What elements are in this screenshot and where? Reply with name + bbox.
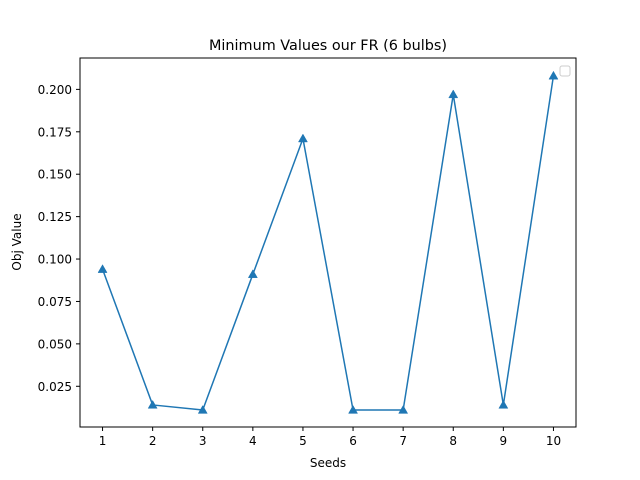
series-line <box>101 75 555 411</box>
x-tick-label: 2 <box>149 434 157 448</box>
x-tick-label: 1 <box>99 434 107 448</box>
x-tick-label: 5 <box>299 434 307 448</box>
data-point-marker <box>298 133 308 143</box>
x-tick-label: 9 <box>500 434 508 448</box>
data-point-marker <box>97 264 108 273</box>
x-axis-label: Seeds <box>310 456 346 470</box>
data-point-marker <box>197 405 208 414</box>
legend-box <box>559 65 571 77</box>
data-point-marker <box>398 405 409 414</box>
chart-title: Minimum Values our FR (6 bulbs) <box>209 38 447 54</box>
data-point-marker <box>448 89 459 99</box>
axes-frame <box>79 57 577 428</box>
y-tick-label: 0.100 <box>38 253 72 267</box>
y-tick-label: 0.200 <box>38 83 72 97</box>
y-tick-label: 0.075 <box>38 295 72 309</box>
y-axis-ticks: 0.025 0.050 0.075 0.100 0.125 0.150 0.175 0.200 <box>38 83 80 394</box>
series-layer <box>97 70 559 414</box>
x-axis-ticks: 1 2 3 4 5 6 7 8 9 10 <box>99 427 561 448</box>
data-point-marker <box>247 269 258 278</box>
y-tick-label: 0.175 <box>38 125 72 139</box>
x-tick-label: 4 <box>249 434 257 448</box>
data-point-marker <box>147 399 158 409</box>
y-axis-label: Obj Value <box>10 213 24 270</box>
data-point-marker <box>498 399 509 409</box>
y-tick-label: 0.125 <box>38 210 72 224</box>
data-point-marker <box>348 405 358 414</box>
data-point-marker <box>548 70 559 80</box>
x-tick-label: 6 <box>349 434 357 448</box>
y-tick-label: 0.050 <box>38 337 72 351</box>
x-tick-label: 10 <box>546 434 561 448</box>
x-tick-label: 7 <box>399 434 407 448</box>
x-tick-label: 8 <box>449 434 457 448</box>
y-tick-label: 0.025 <box>38 380 72 394</box>
x-tick-label: 3 <box>199 434 207 448</box>
y-tick-label: 0.150 <box>38 168 72 182</box>
